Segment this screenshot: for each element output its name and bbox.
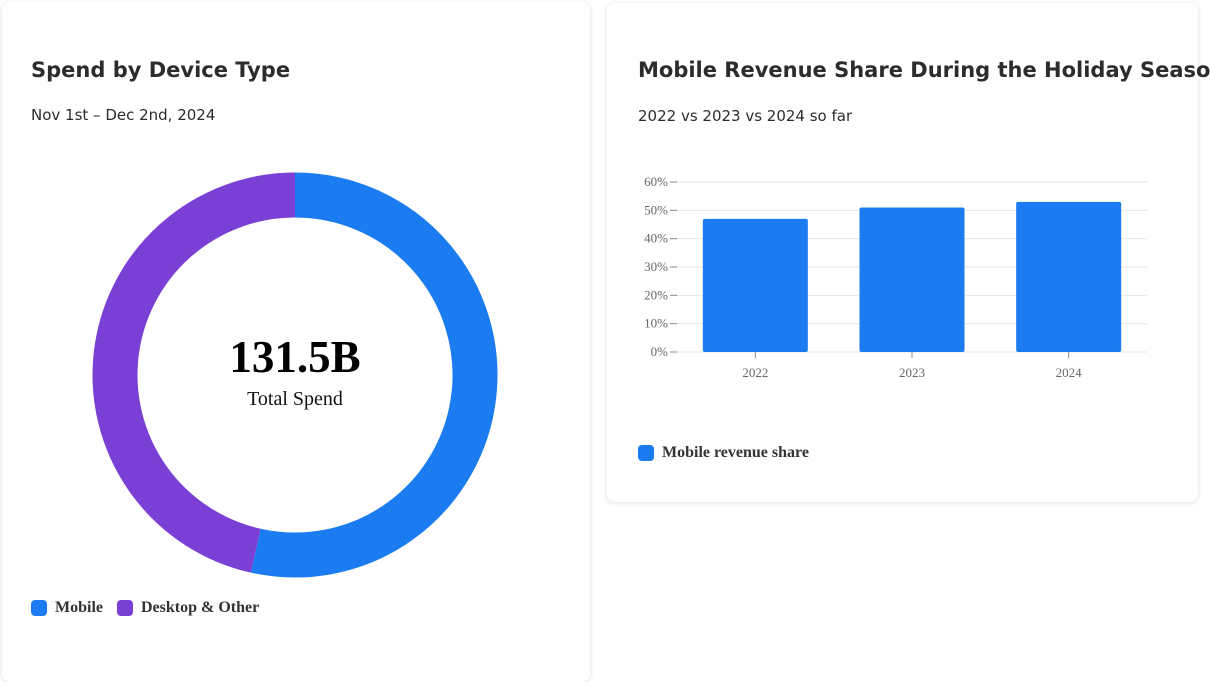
legend-item-mobile-revenue-share[interactable]: Mobile revenue share bbox=[638, 444, 809, 462]
bar-chart: 0% 10% 20% 30% 40% 50% 60% 2022 2023 2024 bbox=[644, 174, 1147, 380]
card-title: Spend by Device Type bbox=[31, 58, 291, 82]
x-tick-label: 2024 bbox=[1056, 365, 1083, 380]
donut-slice-mobile[interactable] bbox=[250, 172, 498, 578]
legend-label: Desktop & Other bbox=[141, 599, 260, 616]
y-tick-label: 60% bbox=[644, 174, 668, 189]
card-subtitle: 2022 vs 2023 vs 2024 so far bbox=[638, 107, 853, 125]
donut-legend: Mobile Desktop & Other bbox=[31, 599, 273, 617]
y-tick-label: 10% bbox=[644, 316, 668, 331]
legend-swatch bbox=[31, 600, 47, 616]
bar-2023[interactable] bbox=[859, 207, 965, 353]
bar-2024[interactable] bbox=[1016, 201, 1122, 352]
legend-item-desktop-other[interactable]: Desktop & Other bbox=[117, 599, 259, 617]
donut-center: 131.5B Total Spend bbox=[195, 332, 395, 411]
mobile-revenue-share-card: Mobile Revenue Share During the Holiday … bbox=[607, 3, 1210, 502]
y-tick-label: 40% bbox=[644, 231, 668, 246]
y-tick-label: 30% bbox=[644, 259, 668, 274]
legend-swatch bbox=[638, 445, 654, 461]
spend-by-device-card: Spend by Device Type Nov 1st – Dec 2nd, … bbox=[2, 2, 590, 682]
donut-chart bbox=[92, 172, 498, 578]
x-tick-label: 2022 bbox=[742, 365, 768, 380]
legend-label: Mobile revenue share bbox=[662, 444, 809, 461]
donut-slice-desktop-other[interactable] bbox=[92, 172, 296, 573]
total-spend-value: 131.5B bbox=[229, 332, 361, 382]
card-subtitle: Nov 1st – Dec 2nd, 2024 bbox=[31, 106, 216, 124]
bar-2022[interactable] bbox=[702, 218, 808, 352]
y-tick-label: 0% bbox=[651, 344, 669, 359]
x-tick-label: 2023 bbox=[899, 365, 925, 380]
legend-swatch bbox=[117, 600, 133, 616]
y-tick-label: 50% bbox=[644, 202, 668, 217]
total-spend-label: Total Spend bbox=[247, 388, 343, 410]
legend-label: Mobile bbox=[55, 599, 103, 616]
bar-legend: Mobile revenue share bbox=[638, 444, 823, 462]
card-title: Mobile Revenue Share During the Holiday … bbox=[638, 58, 1210, 82]
legend-item-mobile[interactable]: Mobile bbox=[31, 599, 103, 617]
y-tick-label: 20% bbox=[644, 287, 668, 302]
